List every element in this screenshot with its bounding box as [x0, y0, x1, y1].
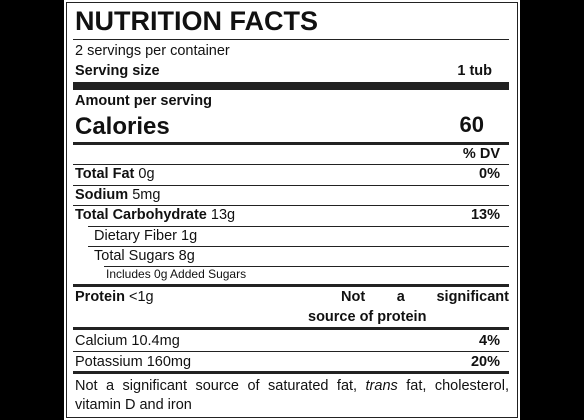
nutrient-row: Total Fat 0g [75, 165, 155, 183]
nutrient-amount: 5mg [132, 187, 161, 203]
rule [88, 246, 509, 247]
dv-heading: % DV [462, 146, 500, 162]
protein-row: Protein <1g [75, 288, 154, 306]
serving-size-value: 1 tub [457, 63, 492, 79]
footnote-text: fat, cholesterol, vitamin D and iron [75, 378, 509, 413]
rule [73, 351, 509, 352]
title: NUTRITION FACTS [75, 6, 318, 36]
nutrient-row: Sodium 5mg [75, 186, 160, 204]
nutrient-dv: 13% [470, 207, 500, 223]
calories-label: Calories [75, 113, 170, 140]
servings: 2 servings per container [75, 43, 230, 59]
medium-rule [73, 142, 509, 145]
nutrient-amount: 0g [138, 166, 155, 182]
protein-name: Protein [75, 289, 125, 305]
rule [104, 266, 509, 267]
label-frame [66, 2, 518, 418]
serving-size-label: Serving size [75, 63, 160, 79]
mineral-dv: 20% [470, 354, 500, 370]
medium-rule [73, 284, 509, 287]
rule [73, 205, 509, 206]
rule [73, 164, 509, 165]
protein-note: source of protein [308, 309, 427, 325]
mineral-row: Potassium 160mg [75, 354, 192, 370]
nutrient-name: Total Fat [75, 166, 135, 182]
thick-rule [73, 82, 509, 90]
calories-value: 60 [459, 112, 484, 137]
amount-heading: Amount per serving [75, 93, 212, 109]
sub-nutrient: Total Sugars 8g [94, 248, 195, 264]
nutrient-name: Total Carbohydrate [75, 207, 207, 223]
medium-rule [73, 327, 509, 330]
nutrient-name: Sodium [75, 187, 129, 203]
nutrient-dv: 0% [479, 166, 500, 182]
rule [73, 39, 509, 40]
footnote: Not a significant source of saturated fa… [75, 377, 509, 415]
nutrition-label: NUTRITION FACTS 2 servings per container… [64, 0, 520, 420]
added-sugars: Includes 0g Added Sugars [106, 267, 247, 281]
protein-note: Not a significant [341, 289, 509, 305]
nutrient-row: Total Carbohydrate 13g [75, 206, 235, 224]
footnote-italic: trans [365, 378, 398, 394]
nutrient-amount: 13g [210, 207, 236, 223]
medium-rule [73, 371, 509, 374]
rule [88, 226, 509, 227]
mineral-dv: 4% [479, 333, 500, 349]
footnote-text: Not a significant source of saturated fa… [75, 378, 366, 394]
sub-nutrient: Dietary Fiber 1g [94, 228, 198, 244]
rule [73, 185, 509, 186]
protein-amount: <1g [128, 289, 154, 305]
mineral-row: Calcium 10.4mg [75, 333, 180, 349]
